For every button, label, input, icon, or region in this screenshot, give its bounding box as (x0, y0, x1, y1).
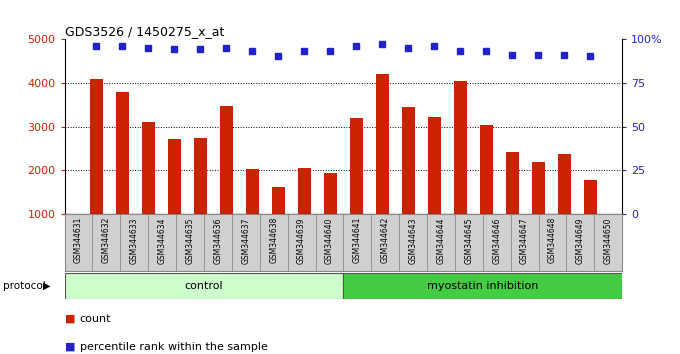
Bar (298, 168, 311, 258)
Bar (90, 79, 103, 258)
Text: GSM344649: GSM344649 (576, 217, 585, 263)
Bar (220, 105, 233, 258)
Text: GSM344641: GSM344641 (353, 217, 362, 263)
Text: GDS3526 / 1450275_x_at: GDS3526 / 1450275_x_at (65, 25, 224, 38)
Bar (428, 117, 441, 258)
Text: control: control (185, 281, 223, 291)
Bar (454, 81, 467, 258)
Text: GSM344644: GSM344644 (437, 217, 445, 263)
Text: GSM344632: GSM344632 (102, 217, 111, 263)
Text: ■: ■ (65, 342, 75, 352)
Text: GSM344635: GSM344635 (186, 217, 194, 263)
Text: GSM344642: GSM344642 (381, 217, 390, 263)
Text: GSM344633: GSM344633 (130, 217, 139, 263)
Bar (116, 92, 129, 258)
Text: count: count (80, 314, 111, 324)
Bar (324, 173, 337, 258)
Text: percentile rank within the sample: percentile rank within the sample (80, 342, 267, 352)
Text: GSM344638: GSM344638 (269, 217, 278, 263)
Text: GSM344640: GSM344640 (325, 217, 334, 263)
Text: GSM344648: GSM344648 (548, 217, 557, 263)
Bar (376, 74, 389, 258)
Bar (246, 170, 259, 258)
Text: GSM344650: GSM344650 (604, 217, 613, 263)
Bar (558, 154, 571, 258)
Text: GSM344639: GSM344639 (297, 217, 306, 263)
Text: GSM344646: GSM344646 (492, 217, 501, 263)
Text: GSM344645: GSM344645 (464, 217, 473, 263)
Text: GSM344647: GSM344647 (520, 217, 529, 263)
Text: GSM344634: GSM344634 (158, 217, 167, 263)
Text: ■: ■ (65, 314, 75, 324)
Bar (142, 122, 155, 258)
Text: myostatin inhibition: myostatin inhibition (427, 281, 539, 291)
Text: protocol: protocol (3, 281, 46, 291)
Bar (272, 188, 285, 258)
Bar (194, 138, 207, 258)
Text: GSM344637: GSM344637 (241, 217, 250, 263)
Text: ▶: ▶ (43, 281, 50, 291)
Bar (532, 162, 545, 258)
Bar (480, 125, 493, 258)
Text: GSM344631: GSM344631 (74, 217, 83, 263)
Bar (402, 107, 415, 258)
Bar (343, 273, 622, 299)
Bar (168, 139, 181, 258)
Bar (65, 273, 343, 299)
Bar (584, 179, 597, 258)
Bar (506, 152, 519, 258)
Text: GSM344643: GSM344643 (409, 217, 418, 263)
Text: GSM344636: GSM344636 (214, 217, 222, 263)
Bar (350, 118, 363, 258)
